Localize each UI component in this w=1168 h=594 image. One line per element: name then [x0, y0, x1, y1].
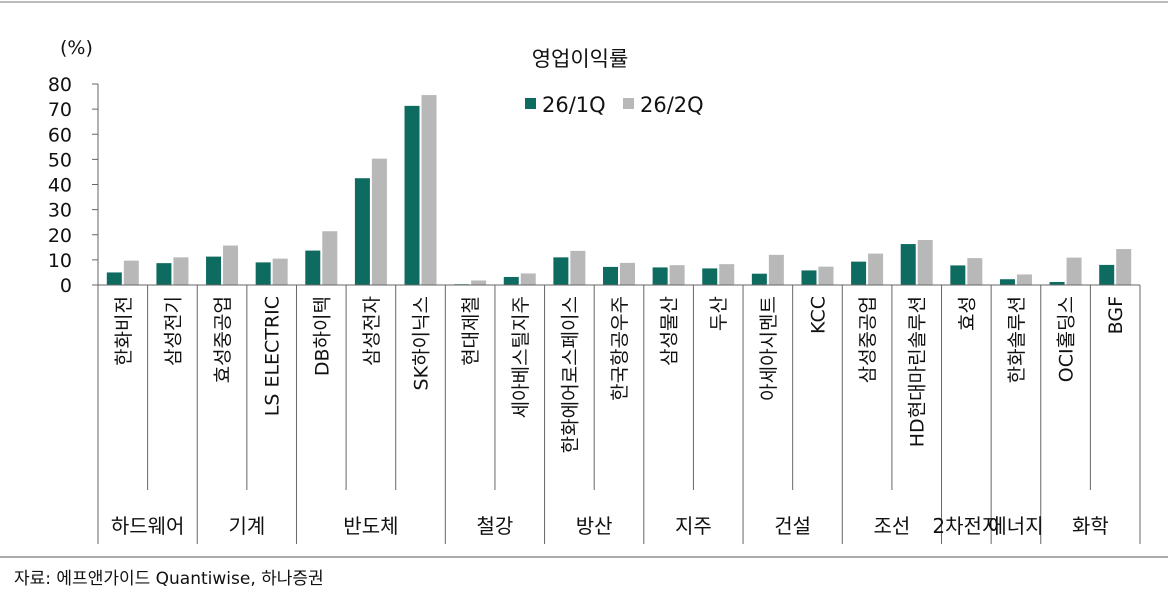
- group-label: 지주: [675, 514, 712, 538]
- bar-series-2: [1116, 249, 1132, 285]
- category-label: OCI홀딩스: [1056, 296, 1078, 382]
- group-label: 에너지: [988, 514, 1043, 538]
- group-label: 반도체: [343, 514, 398, 538]
- bar-series-2: [173, 257, 189, 285]
- bar-series-2: [818, 266, 834, 285]
- y-axis: 0 10 20 30 40 50 60 70 80: [48, 74, 99, 297]
- bar-series-1: [553, 257, 569, 285]
- bar-series-1: [702, 268, 718, 285]
- bar-series-2: [768, 254, 784, 285]
- bar-series-1: [1099, 264, 1115, 285]
- y-tick-label: 50: [48, 149, 72, 171]
- category-label: 현대제철: [460, 296, 482, 366]
- bar-series-1: [156, 263, 172, 285]
- bar-series-2: [371, 158, 387, 285]
- legend-swatch-series-1: [525, 98, 536, 109]
- bar-series-2: [1016, 274, 1032, 285]
- category-label: 삼성물산: [659, 296, 681, 366]
- category-label: LS ELECTRIC: [262, 296, 284, 416]
- legend: 26/1Q 26/2Q: [525, 93, 704, 117]
- bar-series-2: [123, 260, 139, 285]
- y-tick-label: 30: [48, 200, 72, 222]
- bar-series-1: [206, 256, 222, 285]
- group-label: 철강: [477, 514, 514, 538]
- category-label: 한화에어로스페이스: [559, 296, 581, 453]
- category-label: 한국항공우주: [609, 296, 631, 401]
- bar-series-2: [272, 258, 288, 285]
- y-tick-label: 0: [60, 275, 72, 297]
- bar-series-1: [106, 272, 122, 285]
- category-label: KCC: [807, 296, 829, 334]
- bar-series-2: [520, 273, 536, 285]
- bar-series-1: [801, 270, 817, 285]
- bar-series-1: [404, 105, 420, 285]
- bar-series-2: [967, 258, 983, 285]
- bar-series-1: [354, 178, 370, 285]
- bar-series-2: [917, 240, 933, 285]
- legend-label-series-1: 26/1Q: [542, 93, 606, 117]
- y-tick-label: 40: [48, 175, 72, 197]
- bar-series-2: [322, 231, 338, 285]
- bars: [106, 95, 1132, 286]
- category-label: 세아베스틸지주: [510, 296, 532, 418]
- y-tick-label: 80: [48, 74, 72, 96]
- category-label: 효성: [956, 296, 978, 331]
- group-label: 방산: [576, 514, 613, 538]
- bar-series-1: [1049, 281, 1065, 285]
- category-label: 아세아시멘트: [758, 296, 780, 401]
- bar-series-1: [900, 244, 916, 285]
- bar-series-2: [669, 265, 685, 285]
- category-label: 삼성전기: [162, 296, 184, 366]
- unit-label: (%): [60, 37, 93, 59]
- category-label: 삼성중공업: [857, 296, 879, 383]
- legend-label-series-2: 26/2Q: [640, 93, 704, 117]
- bar-series-1: [751, 273, 767, 285]
- bar-series-2: [719, 264, 735, 285]
- bar-series-2: [421, 95, 437, 286]
- bar-series-1: [305, 250, 321, 285]
- bar-series-2: [223, 245, 239, 285]
- y-tick-label: 10: [48, 250, 72, 272]
- bar-series-2: [471, 280, 487, 285]
- bar-series-2: [620, 262, 635, 285]
- bar-series-2: [570, 250, 586, 285]
- bar-series-1: [851, 261, 867, 285]
- category-label: BGF: [1105, 296, 1127, 334]
- bar-series-1: [652, 267, 668, 285]
- y-tick-label: 70: [48, 99, 72, 121]
- x-axis: 한화비전 삼성전기 효성중공업 LS ELECTRIC DB하이텍 삼성전자 SK하이닉스 현…: [97, 284, 1141, 544]
- bar-series-2: [868, 253, 884, 285]
- category-label: 효성중공업: [212, 296, 234, 383]
- chart-title: 영업이익률: [532, 47, 629, 71]
- y-tick-label: 60: [48, 124, 72, 146]
- bar-series-2: [1066, 257, 1082, 285]
- group-label: 조선: [873, 514, 910, 538]
- category-label: SK하이닉스: [411, 296, 433, 390]
- category-label: 두산: [708, 296, 730, 331]
- legend-swatch-series-2: [623, 98, 634, 109]
- category-label: 한화솔루션: [1006, 296, 1028, 383]
- bar-series-1: [255, 262, 271, 285]
- bar-series-1: [950, 265, 966, 285]
- group-label: 기계: [228, 514, 265, 538]
- category-label: DB하이텍: [311, 296, 333, 376]
- bar-series-1: [503, 276, 519, 285]
- bar-series-1: [603, 266, 618, 285]
- group-label: 건설: [774, 514, 811, 538]
- category-label: 삼성전자: [361, 296, 383, 366]
- category-label: 한화비전: [113, 296, 135, 366]
- group-label: 2차전지: [932, 514, 1000, 538]
- group-label: 화학: [1072, 514, 1109, 538]
- group-label: 하드웨어: [111, 514, 185, 538]
- category-label: HD현대마린솔루션: [907, 296, 929, 447]
- bar-series-1: [999, 279, 1015, 285]
- source-text: 자료: 에프앤가이드 Quantiwise, 하나증권: [14, 569, 324, 589]
- y-tick-label: 20: [48, 225, 72, 247]
